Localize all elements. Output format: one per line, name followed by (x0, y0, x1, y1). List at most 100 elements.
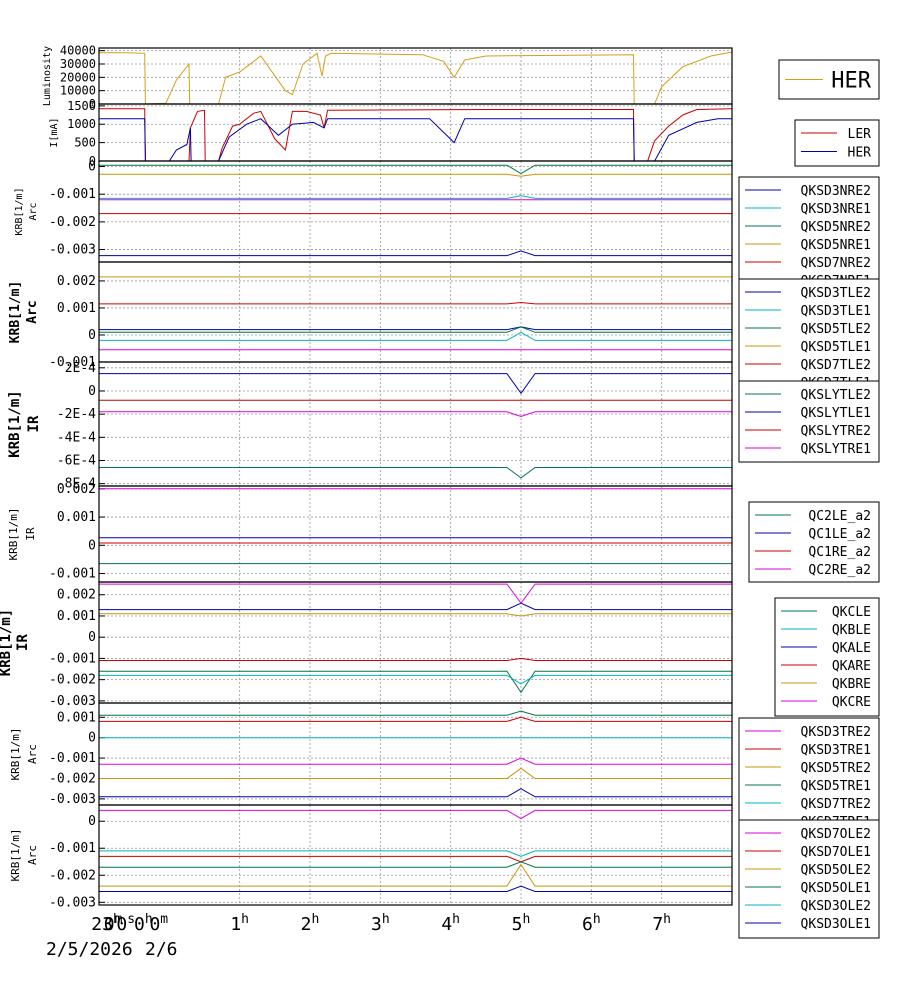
panel-frame (98, 702, 733, 806)
legend-label: QKSD5OLE2 (801, 863, 871, 878)
legend-box (738, 176, 880, 298)
series-line (99, 467, 732, 479)
series-line (99, 657, 732, 661)
panel-1: 1500 1000 500 0 I[mA] LER HER (49, 99, 880, 168)
x-tick-label: 3h (371, 912, 390, 935)
y-tick-label: -0.003 (49, 792, 96, 807)
y-axis-label: KRB[1/m] (14, 187, 25, 235)
y-tick-label: 0 (89, 154, 96, 168)
y-axis-label: IR (26, 415, 42, 432)
x-tick-unit: h (593, 912, 601, 927)
x-tick-unit: s (127, 912, 135, 927)
legend-label: QKSD3OLE2 (801, 899, 871, 914)
series-line (99, 710, 732, 716)
legend-label: QKBRE (832, 677, 871, 692)
y-axis-label: KRB[1/m] (8, 281, 23, 344)
y-axis-label: KRB[1/m] (7, 390, 23, 457)
legend: QKSLYTLE2 QKSLYTLE1 QKSLYTRE2 QKSLYTRE1 (738, 380, 880, 463)
legend-label: QKSD3TRE2 (801, 725, 871, 740)
legend: QKSD3TRE2 QKSD3TRE1 QKSD5TRE2 QKSD5TRE1 QKSD… (738, 717, 880, 839)
legend-label: QKSD5TRE1 (801, 779, 871, 794)
legend-label: QKSD5TLE2 (801, 322, 871, 337)
y-tick-label: 0.001 (57, 301, 96, 316)
x-tick-unit: h (663, 912, 671, 927)
series-line (99, 250, 732, 257)
series-line (99, 809, 732, 820)
legend-label: QKSD3NRE2 (801, 184, 871, 199)
x-tick-label: 5h (512, 912, 531, 935)
series-line (99, 885, 732, 892)
series-line (99, 301, 732, 305)
series-line (99, 326, 732, 331)
x-date-label: 2/6 (145, 939, 178, 960)
x-tick-unit: m (160, 912, 168, 927)
legend-label: QKSD7TLE2 (801, 358, 871, 373)
legend-label: QKSD7NRE2 (801, 256, 871, 271)
series-line (99, 674, 732, 685)
series-line (99, 51, 733, 105)
legend-label: QKSD3NRE1 (801, 202, 871, 217)
y-tick-label: 0.002 (57, 588, 96, 603)
series-line (99, 855, 732, 863)
series-line (99, 164, 732, 175)
series-line (99, 670, 732, 694)
y-tick-label: -0.001 (49, 567, 96, 582)
y-tick-label: 10000 (60, 84, 96, 98)
y-tick-label: 0.002 (57, 482, 96, 497)
x-tick-label: 7h (652, 912, 671, 935)
y-tick-label: -0.002 (49, 215, 96, 230)
legend: QC2LE_a2 QC1LE_a2 QC1RE_a2 QC2RE_a2 (748, 501, 880, 583)
series-line (99, 767, 732, 779)
panel-4: 2E-4 0 -2E-4 -4E-4 -6E-4 -8E-4 KRB[1/m] IR QKSLY… (7, 361, 880, 492)
legend-label: QKSD5NRE1 (801, 238, 871, 253)
series-line (99, 195, 732, 199)
y-tick-label: 0 (88, 384, 96, 399)
legend-label: QC2LE_a2 (808, 509, 871, 524)
y-axis-label: I[mA] (49, 117, 60, 147)
series-line (99, 863, 732, 887)
legend-label: QKSLYTLE1 (801, 406, 871, 421)
y-tick-label: 0.002 (57, 274, 96, 289)
y-tick-label: -0.001 (49, 187, 96, 202)
panel-frame (98, 103, 733, 162)
y-tick-label: -0.003 (49, 243, 96, 258)
y-tick-label: 2E-4 (65, 361, 96, 376)
legend-label: QKCRE (832, 695, 871, 710)
series-line (99, 788, 732, 798)
legend-label: QKBLE (832, 623, 871, 638)
legend-label: QKSLYTLE2 (801, 388, 871, 403)
y-tick-label: 0 (89, 97, 96, 111)
x-tick-label: 1h (230, 912, 249, 935)
legend-label: QC2RE_a2 (808, 563, 871, 578)
legend-label: QC1RE_a2 (808, 545, 871, 560)
x-tick-unit: h (145, 912, 153, 927)
y-tick-label: 1000 (67, 117, 96, 131)
legend-label: QKSD7OLE2 (801, 827, 871, 842)
y-axis-label: Arc (25, 300, 40, 323)
y-tick-label: 30000 (60, 57, 96, 71)
legend-label: QKSD5NRE2 (801, 220, 871, 235)
y-axis-label: Arc (26, 744, 39, 764)
y-tick-label: 0 (88, 814, 96, 829)
y-tick-label: -2E-4 (57, 407, 96, 422)
x-tick-unit: h (113, 912, 121, 927)
y-tick-label: 0 (88, 538, 96, 553)
series-line (99, 331, 732, 341)
legend-box (738, 717, 880, 839)
y-axis-label: Arc (26, 845, 39, 865)
y-tick-label: -0.001 (49, 751, 96, 766)
x-tick-label: 6h (582, 912, 601, 935)
y-tick-label: 0 (88, 630, 96, 645)
y-tick-label: -0.002 (49, 673, 96, 688)
series-line (99, 173, 732, 177)
legend-label: QKSLYTRE2 (801, 424, 871, 439)
x-tick-label: 0m (149, 912, 168, 935)
legend: LER HER (794, 119, 880, 167)
panel-6: 0.002 0.001 0 -0.001 -0.002 -0.003 KRB[1/m] IR Q… (0, 581, 880, 717)
y-tick-label: -0.003 (49, 694, 96, 709)
y-tick-label: -6E-4 (57, 454, 96, 469)
x-tick-unit: h (382, 912, 390, 927)
